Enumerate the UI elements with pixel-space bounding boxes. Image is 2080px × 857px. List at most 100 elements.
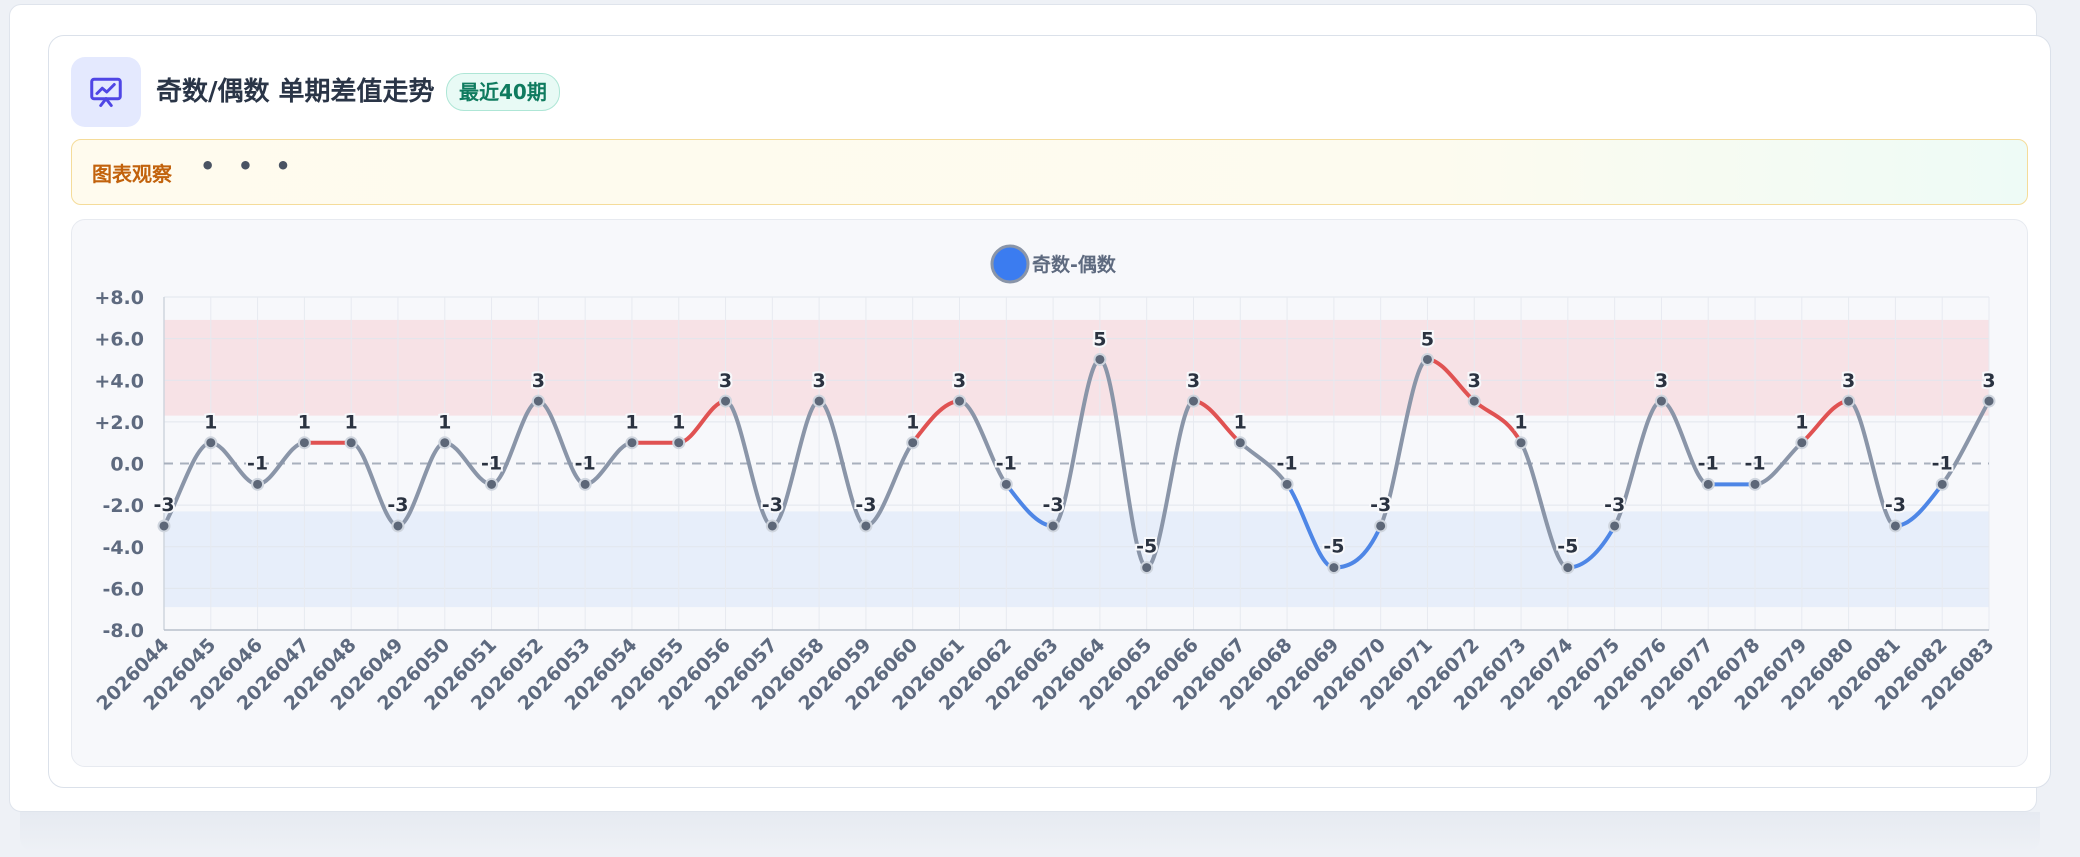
series-line-segment bbox=[723, 399, 775, 528]
y-tick-label: -8.0 bbox=[102, 620, 144, 642]
chart-card: 奇数/偶数 单期差值走势 最近40期 图表观察 • • • +8.0 +6.0 +4… bbox=[48, 35, 2051, 788]
data-label: 5 bbox=[1421, 328, 1434, 350]
data-point bbox=[765, 519, 779, 533]
data-label: 3 bbox=[1187, 370, 1200, 392]
loading-dots: • • • bbox=[200, 152, 298, 180]
data-label: -3 bbox=[1885, 494, 1906, 516]
y-tick-label: -4.0 bbox=[102, 537, 144, 559]
y-tick-label: +6.0 bbox=[94, 329, 144, 351]
upper-band bbox=[164, 319, 1989, 416]
legend-label: 奇数-偶数 bbox=[1032, 253, 1117, 276]
data-point bbox=[204, 436, 218, 450]
data-point bbox=[999, 477, 1013, 491]
data-point bbox=[906, 436, 920, 450]
data-label: -3 bbox=[855, 494, 876, 516]
y-tick-label: -6.0 bbox=[102, 578, 144, 600]
chart-area: +8.0 +6.0 +4.0 +2.0 0.0 -2.0 -4.0 -6.0 -8.0 20260… bbox=[71, 219, 2028, 767]
data-point bbox=[1233, 436, 1247, 450]
data-point bbox=[1514, 436, 1528, 450]
panel-shadow bbox=[20, 812, 2040, 852]
data-label: 1 bbox=[1795, 412, 1808, 434]
data-point bbox=[1982, 394, 1996, 408]
series-line-segment bbox=[1612, 399, 1664, 528]
data-point bbox=[1046, 519, 1060, 533]
y-tick-label: -2.0 bbox=[102, 495, 144, 517]
series-line-segment bbox=[1051, 357, 1102, 528]
series-line-segment bbox=[1940, 399, 1991, 487]
data-label: -1 bbox=[1744, 452, 1765, 474]
data-point bbox=[719, 394, 733, 408]
chart-presentation-icon bbox=[90, 77, 122, 107]
data-label: -5 bbox=[1557, 536, 1578, 558]
data-point bbox=[672, 436, 686, 450]
data-label: -3 bbox=[762, 494, 783, 516]
data-label: 1 bbox=[1234, 412, 1247, 434]
data-label: -3 bbox=[1604, 494, 1625, 516]
data-point bbox=[157, 519, 171, 533]
lower-band bbox=[164, 511, 1989, 608]
data-point bbox=[1748, 477, 1762, 491]
observation-label: 图表观察 bbox=[92, 162, 172, 186]
period-badge: 最近40期 bbox=[446, 73, 560, 111]
data-label: -3 bbox=[387, 494, 408, 516]
data-label: -1 bbox=[1277, 452, 1298, 474]
series-line-segment bbox=[1144, 399, 1196, 570]
y-tick-label: +4.0 bbox=[94, 370, 144, 392]
data-point bbox=[812, 394, 826, 408]
data-label: 3 bbox=[1468, 370, 1481, 392]
series-line-segment bbox=[1097, 357, 1149, 570]
data-label: 3 bbox=[953, 370, 966, 392]
observation-panel[interactable]: 图表观察 • • • bbox=[71, 139, 2028, 205]
data-label: 1 bbox=[345, 412, 358, 434]
data-point bbox=[1327, 561, 1341, 575]
legend-marker bbox=[990, 244, 1030, 284]
data-label: -3 bbox=[1370, 494, 1391, 516]
data-label: -1 bbox=[575, 452, 596, 474]
data-point bbox=[297, 436, 311, 450]
data-point bbox=[1842, 394, 1856, 408]
data-point bbox=[1420, 352, 1434, 366]
data-point bbox=[1608, 519, 1622, 533]
data-label: -1 bbox=[1698, 452, 1719, 474]
data-point bbox=[1467, 394, 1481, 408]
series-line-segment bbox=[1846, 399, 1898, 528]
data-label: 3 bbox=[532, 370, 545, 392]
chart-icon-box bbox=[71, 57, 141, 127]
data-label: 1 bbox=[906, 412, 919, 434]
line-chart: +8.0+6.0+4.0+2.00.0-2.0-4.0-6.0-8.020260… bbox=[93, 244, 1999, 715]
data-point bbox=[953, 394, 967, 408]
data-label: -1 bbox=[996, 452, 1017, 474]
data-point bbox=[1093, 352, 1107, 366]
data-label: 1 bbox=[438, 412, 451, 434]
page-title: 奇数/偶数 单期差值走势 bbox=[156, 77, 435, 107]
series-line-segment bbox=[1378, 357, 1430, 528]
data-label: -5 bbox=[1323, 536, 1344, 558]
data-label: -1 bbox=[481, 452, 502, 474]
data-point bbox=[578, 477, 592, 491]
series-line-segment bbox=[1519, 440, 1570, 570]
data-label: 1 bbox=[298, 412, 311, 434]
data-point bbox=[485, 477, 499, 491]
data-point bbox=[1795, 436, 1809, 450]
data-label: 3 bbox=[1655, 370, 1668, 392]
data-point bbox=[1561, 561, 1575, 575]
data-label: -1 bbox=[247, 452, 268, 474]
data-label: 1 bbox=[204, 412, 217, 434]
data-point bbox=[1888, 519, 1902, 533]
y-tick-label: +2.0 bbox=[94, 412, 144, 434]
y-tick-label: 0.0 bbox=[110, 454, 144, 476]
data-point bbox=[1140, 561, 1154, 575]
data-point bbox=[1374, 519, 1388, 533]
data-label: 3 bbox=[1842, 370, 1855, 392]
data-point bbox=[531, 394, 545, 408]
data-point bbox=[1186, 394, 1200, 408]
data-point bbox=[859, 519, 873, 533]
data-point bbox=[251, 477, 265, 491]
data-label: 3 bbox=[719, 370, 732, 392]
data-label: -3 bbox=[153, 494, 174, 516]
series-line-segment bbox=[770, 399, 822, 528]
data-label: 3 bbox=[813, 370, 826, 392]
data-point bbox=[344, 436, 358, 450]
data-label: -3 bbox=[1043, 494, 1064, 516]
data-point bbox=[625, 436, 639, 450]
